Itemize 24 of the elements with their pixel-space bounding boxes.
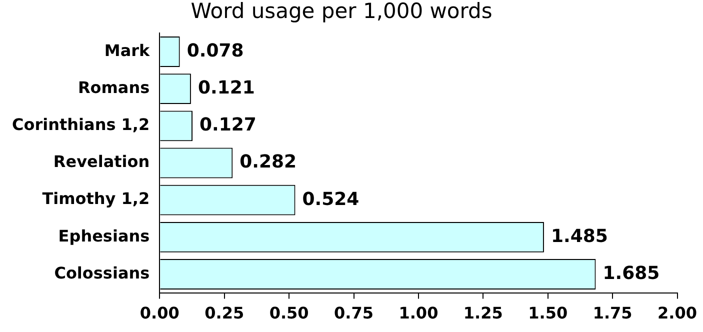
- data-label: 0.282: [240, 152, 297, 173]
- data-label: 0.127: [200, 114, 256, 136]
- y-tick-label: Romans: [78, 78, 150, 97]
- x-tick-label: 0.50: [269, 304, 309, 323]
- y-tick-label: Revelation: [53, 152, 150, 172]
- chart-title: Word usage per 1,000 words: [190, 0, 492, 24]
- x-tick-label: 1.00: [398, 304, 438, 323]
- y-tick-label: Mark: [104, 40, 150, 60]
- y-tick-label: Timothy 1,2: [42, 189, 150, 208]
- data-label: 1.685: [602, 262, 660, 284]
- x-tick-label: 1.25: [463, 304, 503, 323]
- y-tick-label: Ephesians: [58, 226, 150, 246]
- x-tick-label: 2.00: [658, 304, 698, 323]
- x-tick-label: 1.50: [528, 304, 568, 323]
- data-label: 0.524: [302, 188, 360, 210]
- data-label: 1.485: [550, 226, 608, 247]
- x-tick-label: 0.75: [334, 304, 374, 323]
- x-tick-label: 0.25: [204, 304, 244, 323]
- x-tick-label: 1.75: [592, 304, 632, 323]
- y-tick-label: Corinthians 1,2: [12, 115, 150, 134]
- x-tick-label: 0.00: [140, 304, 180, 323]
- y-tick-label: Colossians: [54, 263, 150, 282]
- data-label: 0.121: [198, 78, 255, 98]
- data-label: 0.078: [186, 40, 244, 62]
